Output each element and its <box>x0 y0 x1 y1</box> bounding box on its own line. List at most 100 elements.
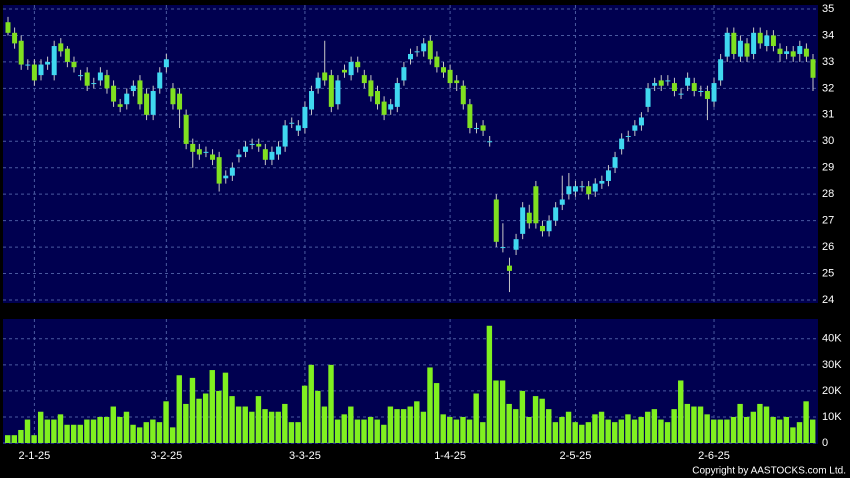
candle-body <box>592 183 598 192</box>
candle-body <box>460 85 466 105</box>
candle-body <box>45 61 51 65</box>
candle-body <box>711 83 717 102</box>
candle-body <box>737 40 743 57</box>
candle-body <box>210 154 216 160</box>
volume-bar <box>730 416 737 443</box>
volume-bar <box>783 416 790 443</box>
candle-body <box>572 186 578 192</box>
volume-bar <box>414 401 420 443</box>
candle-body <box>177 93 183 110</box>
volume-bar <box>684 403 691 443</box>
candle-body <box>361 75 367 84</box>
volume-bar <box>110 406 116 443</box>
volume-bar <box>374 419 380 443</box>
volume-bar <box>493 380 499 443</box>
candle-body <box>203 151 209 153</box>
volume-bar <box>262 409 268 443</box>
y-tick-label: 33 <box>822 56 834 68</box>
candle-body <box>526 212 532 224</box>
volume-bar <box>387 406 394 443</box>
candle-body <box>493 199 499 242</box>
volume-bar <box>427 367 433 443</box>
volume-bar <box>64 424 70 443</box>
volume-bar <box>598 411 605 443</box>
volume-bar <box>295 422 301 443</box>
volume-bar <box>612 422 618 443</box>
candle-body <box>421 43 427 52</box>
candle-body <box>111 85 117 102</box>
candle-body <box>414 51 420 53</box>
volume-bar <box>222 372 229 443</box>
candle-body <box>599 180 605 184</box>
volume-bar <box>750 411 757 443</box>
volume-bar <box>275 411 281 443</box>
candle-body <box>328 75 334 107</box>
candle-body <box>731 32 737 54</box>
volume-bar <box>315 390 321 443</box>
volume-bar <box>796 422 803 443</box>
candle-body <box>797 46 803 54</box>
volume-bar <box>51 419 57 443</box>
candle-body <box>216 157 222 184</box>
candle-body <box>322 72 328 81</box>
volume-bar <box>499 380 506 443</box>
candle-body <box>751 32 757 54</box>
y-tick-label: 40K <box>822 333 842 345</box>
candle-body <box>375 91 381 105</box>
volume-bar <box>209 370 215 443</box>
candle-body <box>520 207 526 234</box>
candle-body <box>638 117 644 126</box>
candle-body <box>671 83 677 92</box>
x-tick-label: 3-2-25 <box>150 450 182 462</box>
volume-bar <box>11 435 17 443</box>
candle-body <box>645 88 651 107</box>
y-tick-label: 30K <box>822 359 842 371</box>
candle-body <box>401 67 407 81</box>
y-tick-label: 34 <box>822 29 834 41</box>
volume-bar <box>31 435 37 443</box>
volume-bar <box>103 416 110 443</box>
candle-body <box>810 59 816 78</box>
volume-bar <box>176 375 182 443</box>
candle-body <box>196 149 202 155</box>
volume-bar <box>97 416 103 443</box>
volume-bar <box>70 424 77 443</box>
volume-bar <box>565 411 572 443</box>
candle-body <box>163 59 169 68</box>
volume-bar <box>44 419 50 443</box>
candle-body <box>447 69 453 84</box>
candle-body <box>335 80 341 105</box>
volume-bar <box>334 419 341 443</box>
candle-body <box>770 35 776 47</box>
candle-body <box>625 135 631 137</box>
volume-bar <box>202 393 209 443</box>
volume-bar <box>57 414 64 443</box>
candle-body <box>513 239 519 250</box>
volume-bar <box>143 422 149 443</box>
candle-body <box>803 48 809 57</box>
candle-body <box>724 32 730 57</box>
candle-body <box>91 83 97 85</box>
volume-bar <box>156 422 163 443</box>
candle-body <box>309 91 315 110</box>
candle-body <box>381 101 387 115</box>
volume-bar <box>229 396 235 443</box>
candle-body <box>394 83 400 107</box>
candle-body <box>289 122 295 124</box>
candle-body <box>579 186 585 188</box>
candle-body <box>619 138 625 150</box>
candle-body <box>295 125 301 131</box>
candle-body <box>269 151 275 160</box>
candle-body <box>553 207 559 221</box>
volume-bar <box>77 424 83 443</box>
candle-body <box>223 175 229 179</box>
candle-body <box>243 146 249 152</box>
volume-bar <box>671 409 677 443</box>
volume-bar <box>447 416 453 443</box>
y-tick-label: 24 <box>822 294 834 306</box>
candle-body <box>777 48 783 54</box>
candle-body <box>487 141 493 143</box>
candle-body <box>473 128 479 130</box>
candle-body <box>434 56 440 68</box>
candle-body <box>566 186 572 195</box>
